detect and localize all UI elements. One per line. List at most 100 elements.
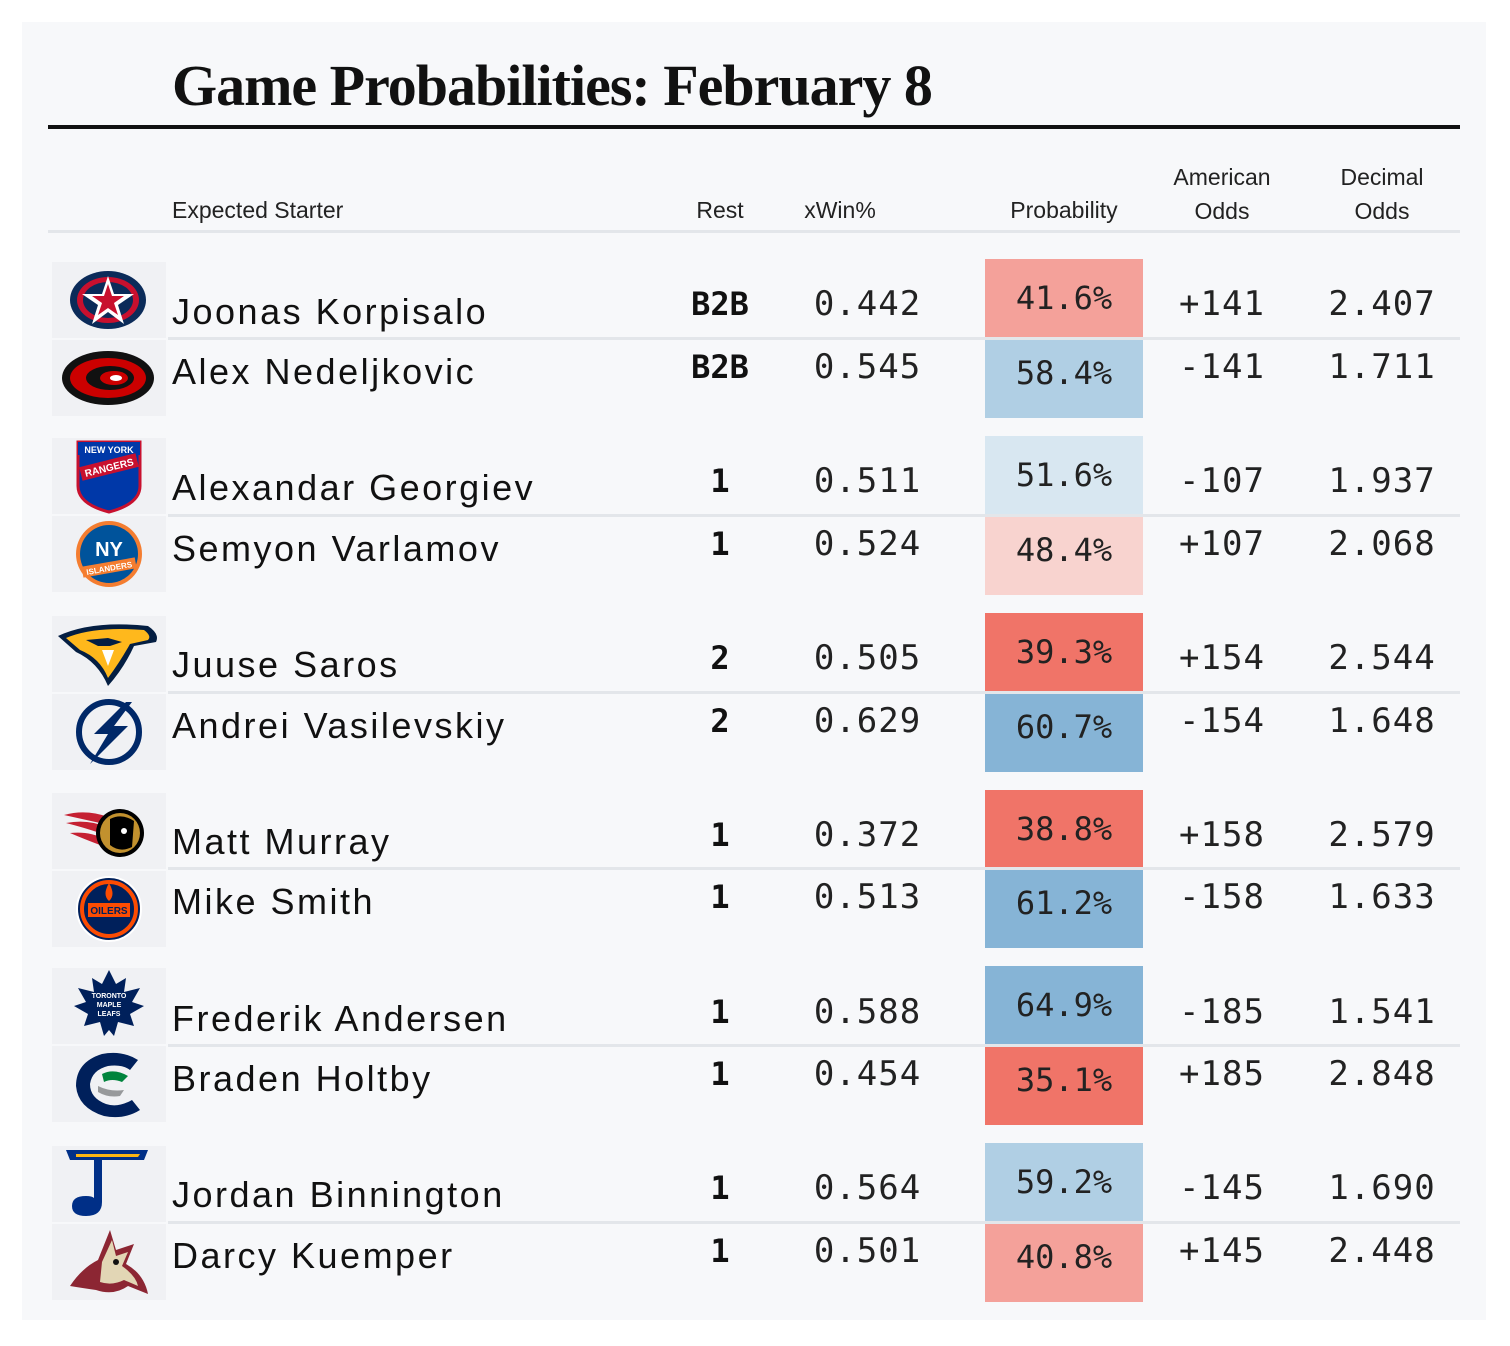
row-divider <box>168 514 1460 517</box>
xwin-value: 0.629 <box>813 701 922 741</box>
probability-cell: 41.6% <box>985 259 1143 337</box>
rest-value: 1 <box>710 816 730 854</box>
rest-value: 1 <box>710 878 730 916</box>
american-odds-value: +158 <box>1179 815 1265 855</box>
starter-name: Semyon Varlamov <box>172 528 501 569</box>
probability-cell: 38.8% <box>985 790 1143 868</box>
team-logo <box>52 1224 166 1300</box>
decimal-odds-value: 1.690 <box>1328 1168 1436 1208</box>
new-york-rangers-logo-icon: NEW YORK RANGERS <box>76 440 142 514</box>
xwin-value: 0.513 <box>813 877 922 917</box>
probability-cell: 64.9% <box>985 966 1143 1044</box>
american-odds-value: -145 <box>1179 1168 1265 1208</box>
team-logo <box>52 262 166 338</box>
starter-name: Frederik Andersen <box>172 998 509 1039</box>
decimal-odds-value: 2.448 <box>1328 1231 1436 1271</box>
starter-name: Matt Murray <box>172 821 392 862</box>
row-divider <box>168 1221 1460 1224</box>
header-decimal-line1: Decimal <box>1340 164 1424 190</box>
header-american-odds: American Odds <box>1162 160 1282 228</box>
xwin-value: 0.564 <box>813 1168 922 1208</box>
ottawa-senators-logo-icon <box>64 809 144 857</box>
probability-cell: 59.2% <box>985 1143 1143 1221</box>
xwin-value: 0.501 <box>813 1231 922 1271</box>
american-odds-value: -185 <box>1179 992 1265 1032</box>
header-divider <box>48 230 1460 233</box>
decimal-odds-value: 2.544 <box>1328 638 1436 678</box>
new-york-islanders-logo-icon: NY ISLANDERS <box>76 521 142 587</box>
header-xwin: xWin% <box>804 197 876 223</box>
decimal-odds-value: 2.579 <box>1328 815 1436 855</box>
tampa-bay-lightning-logo-icon <box>76 699 142 765</box>
decimal-odds-value: 2.068 <box>1328 524 1436 564</box>
team-logo <box>52 793 166 869</box>
xwin-value: 0.524 <box>813 524 922 564</box>
rest-value: 1 <box>710 462 730 500</box>
probability-cell: 51.6% <box>985 436 1143 514</box>
american-odds-value: +141 <box>1179 284 1265 324</box>
rest-value: 1 <box>710 1055 730 1093</box>
team-logo <box>52 340 166 416</box>
team-logo: TORONTO MAPLE LEAFS <box>52 968 166 1044</box>
leafs-line1-text: TORONTO <box>92 993 127 1000</box>
xwin-value: 0.454 <box>813 1054 922 1094</box>
xwin-value: 0.442 <box>813 284 922 324</box>
probability-cell: 58.4% <box>985 340 1143 418</box>
probability-cell: 40.8% <box>985 1224 1143 1302</box>
rest-value: 1 <box>710 993 730 1031</box>
american-odds-value: -154 <box>1179 701 1265 741</box>
decimal-odds-value: 2.848 <box>1328 1054 1436 1094</box>
starter-name: Joonas Korpisalo <box>172 291 489 332</box>
header-expected-starter: Expected Starter <box>172 197 344 223</box>
rest-value: B2B <box>691 285 749 323</box>
row-divider <box>168 1044 1460 1047</box>
team-logo: NEW YORK RANGERS <box>52 438 166 514</box>
header-decimal-line2: Odds <box>1354 198 1410 224</box>
american-odds-value: +185 <box>1179 1054 1265 1094</box>
american-odds-value: -141 <box>1179 347 1265 387</box>
decimal-odds-value: 1.541 <box>1328 992 1436 1032</box>
leafs-line2-text: MAPLE <box>97 1002 122 1009</box>
header-rest: Rest <box>696 197 744 223</box>
header-probability: Probability <box>1010 197 1118 223</box>
american-odds-value: +154 <box>1179 638 1265 678</box>
decimal-odds-value: 1.633 <box>1328 877 1436 917</box>
nashville-predators-logo-icon <box>58 624 157 686</box>
probability-cell: 35.1% <box>985 1047 1143 1125</box>
xwin-value: 0.372 <box>813 815 922 855</box>
oilers-word-text: OILERS <box>90 906 128 917</box>
decimal-odds-value: 1.937 <box>1328 461 1436 501</box>
decimal-odds-value: 1.711 <box>1328 347 1436 387</box>
xwin-value: 0.588 <box>813 992 922 1032</box>
team-logo <box>52 694 166 770</box>
rest-value: 1 <box>710 1232 730 1270</box>
american-odds-value: +145 <box>1179 1231 1265 1271</box>
team-logo: NY ISLANDERS <box>52 516 166 592</box>
rest-value: 2 <box>710 639 730 677</box>
toronto-maple-leafs-logo-icon: TORONTO MAPLE LEAFS <box>74 970 144 1036</box>
starter-name: Darcy Kuemper <box>172 1235 455 1276</box>
american-odds-value: -107 <box>1179 461 1265 501</box>
row-divider <box>168 337 1460 340</box>
probability-cell: 61.2% <box>985 870 1143 948</box>
rest-value: 2 <box>710 702 730 740</box>
decimal-odds-value: 2.407 <box>1328 284 1436 324</box>
starter-name: Andrei Vasilevskiy <box>172 705 507 746</box>
team-logo <box>52 1146 166 1222</box>
title-divider <box>48 125 1460 129</box>
american-odds-value: +107 <box>1179 524 1265 564</box>
starter-name: Braden Holtby <box>172 1058 433 1099</box>
probability-cell: 39.3% <box>985 613 1143 691</box>
carolina-hurricanes-logo-icon <box>62 351 154 405</box>
starter-name: Mike Smith <box>172 881 376 922</box>
xwin-value: 0.545 <box>813 347 922 387</box>
islanders-ny-text: NY <box>95 539 123 561</box>
rest-value: 1 <box>710 1169 730 1207</box>
starter-name: Alexandar Georgiev <box>172 467 536 508</box>
header-decimal-odds: Decimal Odds <box>1322 160 1442 228</box>
xwin-value: 0.511 <box>813 461 922 501</box>
vancouver-canucks-logo-icon <box>76 1052 140 1118</box>
header-american-line1: American <box>1173 164 1271 190</box>
starter-name: Juuse Saros <box>172 644 400 685</box>
probability-card <box>22 22 1486 1320</box>
